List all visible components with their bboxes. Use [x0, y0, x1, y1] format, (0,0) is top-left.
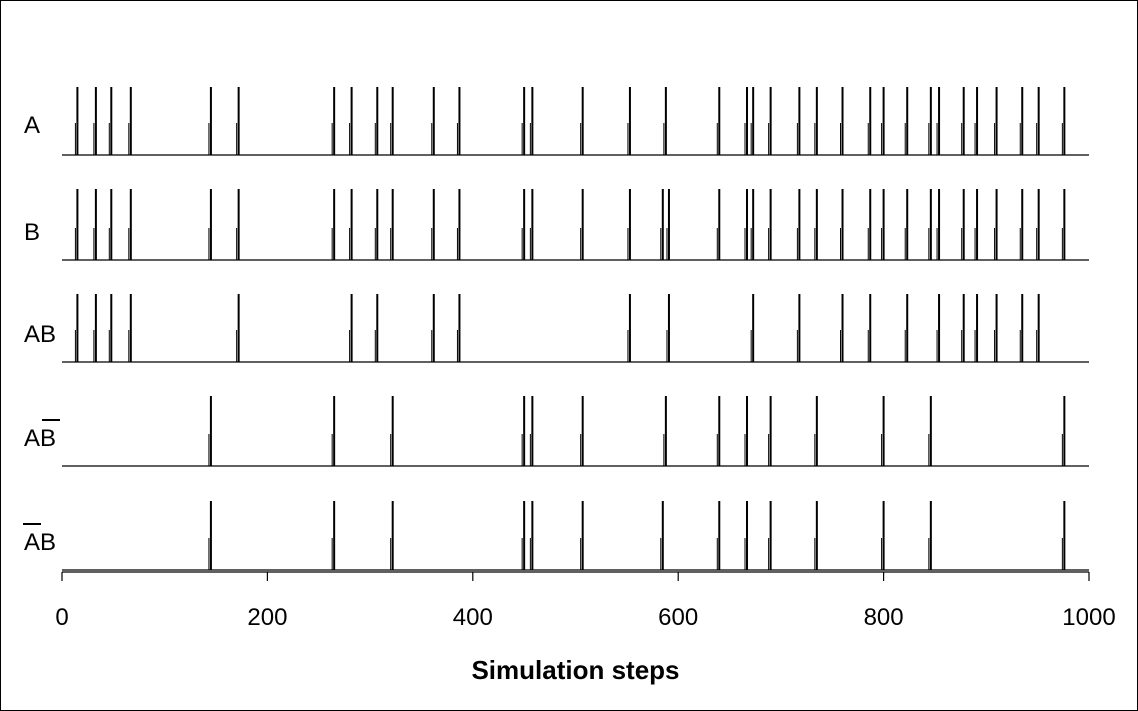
- x-tick-label: 600: [658, 604, 698, 631]
- row-label: AB: [24, 321, 56, 348]
- x-tick-label: 0: [55, 604, 68, 631]
- x-tick-label: 200: [247, 604, 287, 631]
- x-tick-label: 1000: [1062, 604, 1115, 631]
- row-label: A: [24, 112, 40, 139]
- row-label: AB: [24, 529, 56, 556]
- row-label: B: [24, 219, 40, 246]
- x-axis-label: Simulation steps: [471, 655, 679, 685]
- row-label: AB: [24, 425, 56, 452]
- x-tick-label: 800: [864, 604, 904, 631]
- x-tick-label: 400: [453, 604, 493, 631]
